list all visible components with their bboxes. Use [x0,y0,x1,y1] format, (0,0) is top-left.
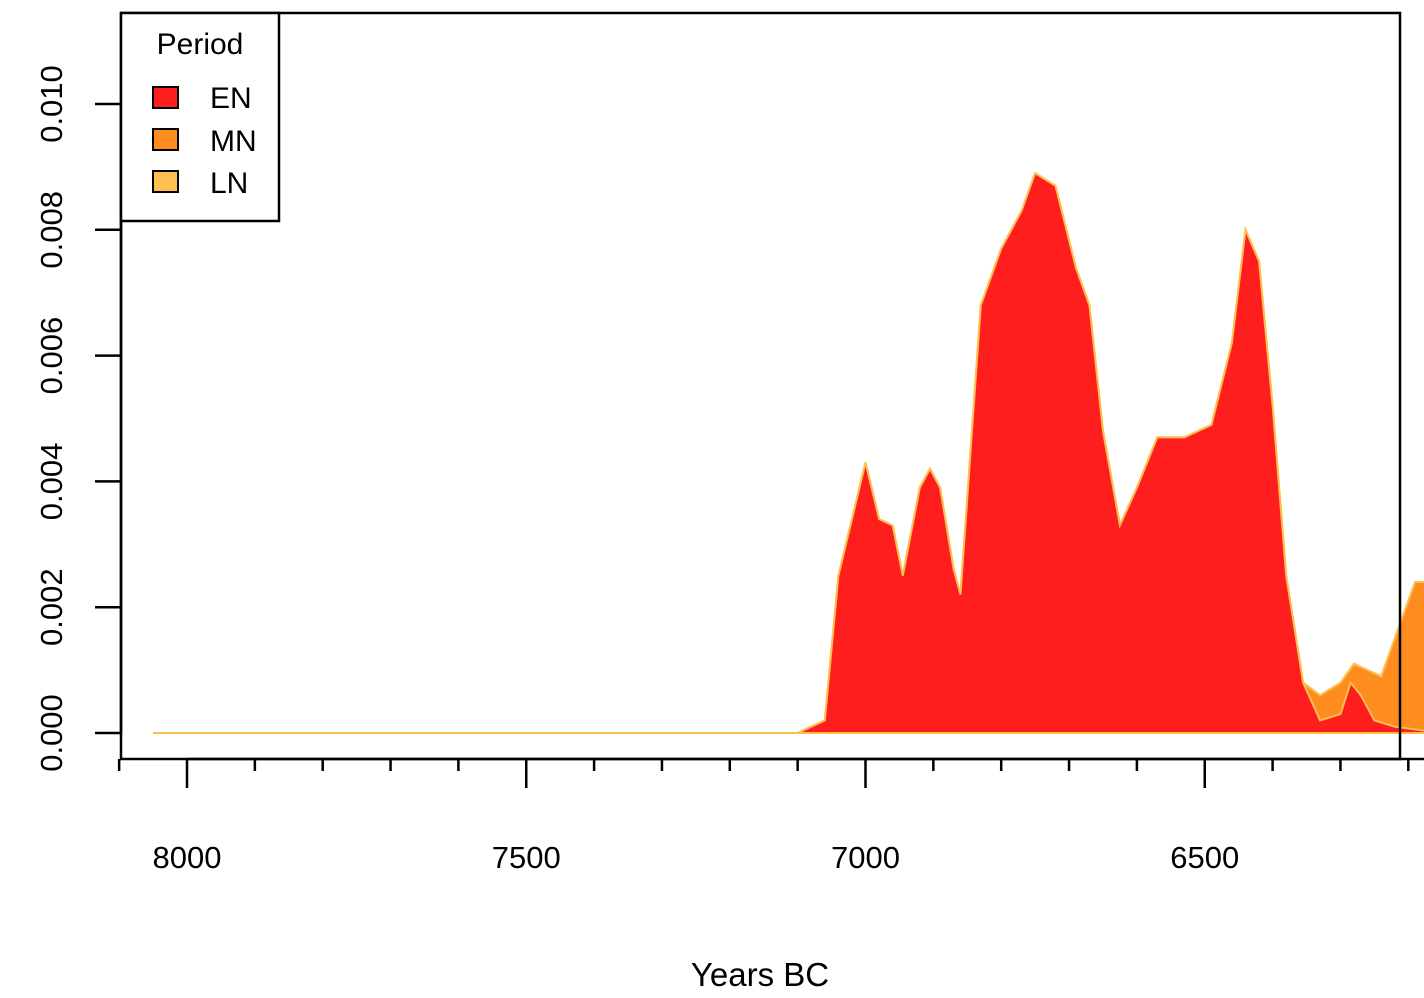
legend-label-mn: MN [210,125,257,158]
y-tick-label: 0.002 [34,568,69,646]
legend: Period EN MN LN [119,11,281,223]
x-axis: 80007500700065006000550050004500 [117,757,1424,875]
legend-title: Period [157,28,244,61]
area-en [153,171,1424,734]
y-tick-label: 0.004 [34,443,69,521]
legend-box [119,11,281,223]
legend-label-en: EN [210,82,252,115]
legend-label-ln: LN [210,167,248,200]
y-tick-label: 0.008 [34,191,69,269]
y-axis: 0.000 0.002 0.004 0.006 0.008 0.010 [34,65,123,772]
y-tick-label: 0.000 [34,694,69,772]
x-axis-label: Years BC [691,956,829,993]
legend-swatch-mn [152,128,179,151]
y-tick-label: 0.010 [34,65,69,143]
x-tick-label: 8000 [153,840,222,875]
x-tick-label: 6500 [1170,840,1239,875]
legend-swatch-ln [152,170,179,193]
density-areas [153,171,1424,734]
legend-swatch-en [152,86,179,109]
x-tick-label: 7000 [831,840,900,875]
x-tick-label: 7500 [492,840,561,875]
y-tick-label: 0.006 [34,317,69,395]
